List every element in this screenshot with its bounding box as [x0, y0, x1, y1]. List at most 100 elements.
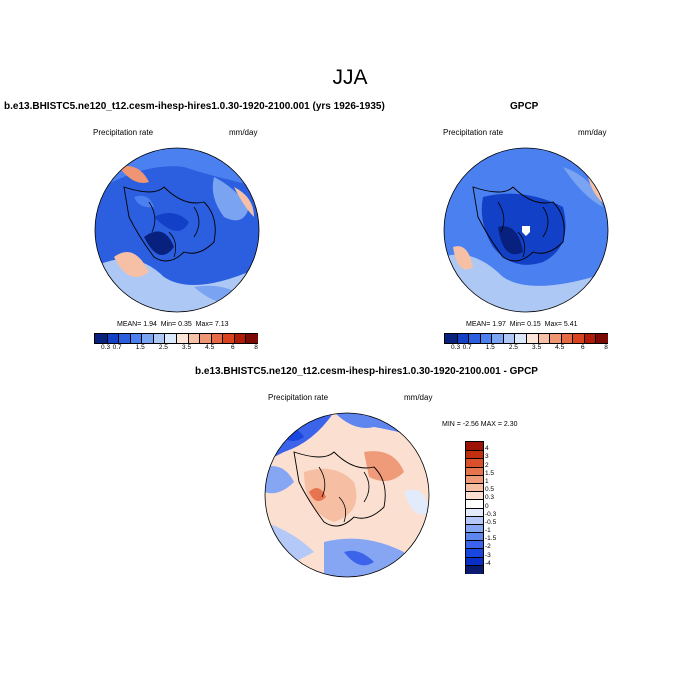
colorbar-swatch [199, 334, 212, 343]
colorbar-tick-label: 2.5 [158, 344, 168, 351]
colorbar-swatch [95, 334, 107, 343]
colorbar-swatch [466, 548, 483, 558]
colorbar-swatch [491, 334, 504, 343]
obs-left-label: Precipitation rate [443, 128, 504, 137]
colorbar-tick-label: 0.7 [462, 344, 472, 351]
colorbar-swatch [466, 442, 483, 451]
colorbar-tick-label: 1.5 [485, 344, 495, 351]
colorbar-swatch [456, 334, 470, 343]
obs-max-value: 5.41 [563, 321, 578, 328]
colorbar-tick-label: 6 [231, 344, 235, 351]
colorbar-tick-label: 0 [485, 502, 489, 510]
colorbar-swatch [468, 334, 481, 343]
diff-colorbar [465, 441, 484, 574]
diff-stats: MIN = -2.56 MAX = 2.30 [442, 421, 518, 428]
colorbar-tick-label: 4 [485, 445, 489, 453]
colorbar-swatch [466, 507, 483, 517]
model-colorbar-labels: 0.3 0.7 1.5 2.5 3.5 4.5 6 8 [94, 344, 258, 354]
colorbar-swatch [466, 499, 483, 509]
obs-mean-value: 1.97 [492, 321, 506, 328]
colorbar-tick-label: -0.3 [485, 510, 497, 518]
colorbar-swatch [466, 474, 483, 484]
colorbar-swatch [141, 334, 154, 343]
colorbar-swatch [233, 334, 247, 343]
obs-polar-map [443, 147, 609, 313]
colorbar-tick-label: 8 [254, 344, 258, 351]
colorbar-tick-label: 2 [485, 461, 489, 469]
colorbar-swatch [210, 334, 224, 343]
model-mean-value: 1.94 [143, 321, 157, 328]
obs-min-label: Min= [509, 321, 526, 328]
colorbar-swatch [595, 334, 608, 343]
obs-panel-title: GPCP [510, 101, 539, 112]
model-min-value: 0.35 [178, 321, 192, 328]
colorbar-tick-label: -2 [485, 543, 491, 551]
diff-colorbar-labels: 4 3 2 1.5 1 0.5 0.3 0 -0.3 -0.5 -1 -1.5 -2 -3 -4 [485, 441, 515, 572]
model-min-label: Min= [160, 321, 177, 328]
colorbar-tick-label: 8 [604, 344, 608, 351]
obs-colorbar-labels: 0.3 0.7 1.5 2.5 3.5 4.5 6 8 [444, 344, 608, 354]
diff-units-label: mm/day [404, 393, 433, 402]
colorbar-swatch [502, 334, 516, 343]
colorbar-swatch [466, 556, 483, 566]
colorbar-tick-label: 3.5 [532, 344, 542, 351]
colorbar-swatch [129, 334, 143, 343]
colorbar-swatch [118, 334, 131, 343]
colorbar-swatch [176, 334, 189, 343]
diff-min-value: -2.56 [462, 421, 479, 428]
colorbar-swatch [526, 334, 539, 343]
colorbar-tick-label: 0.3 [451, 344, 461, 351]
colorbar-swatch [560, 334, 574, 343]
colorbar-tick-label: 2.5 [508, 344, 518, 351]
model-stats: MEAN= 1.94 Min= 0.35 Max= 7.13 [117, 321, 229, 328]
colorbar-swatch [466, 458, 483, 468]
obs-colorbar [444, 333, 608, 344]
colorbar-tick-label: 4.5 [555, 344, 565, 351]
model-polar-map [94, 147, 260, 313]
colorbar-swatch [514, 334, 527, 343]
colorbar-swatch [445, 334, 457, 343]
colorbar-tick-label: -4 [485, 559, 491, 567]
obs-units-label: mm/day [578, 128, 607, 137]
colorbar-swatch [466, 515, 483, 525]
colorbar-tick-label: -3 [485, 551, 491, 559]
obs-mean-label: MEAN= [466, 321, 491, 328]
model-units-label: mm/day [229, 128, 258, 137]
model-left-label: Precipitation rate [93, 128, 154, 137]
colorbar-swatch [466, 466, 483, 476]
obs-stats: MEAN= 1.97 Min= 0.15 Max= 5.41 [466, 321, 578, 328]
diff-max-value: 2.30 [503, 421, 518, 428]
model-max-label: Max= [195, 321, 213, 328]
colorbar-swatch [152, 334, 166, 343]
diff-min-label: MIN = [442, 421, 461, 428]
figure-title: JJA [332, 66, 368, 89]
colorbar-tick-label: 0.3 [485, 494, 495, 502]
colorbar-tick-label: 4.5 [205, 344, 215, 351]
colorbar-swatch [572, 334, 585, 343]
colorbar-swatch [106, 334, 120, 343]
obs-max-label: Max= [544, 321, 562, 328]
model-max-value: 7.13 [214, 321, 229, 328]
colorbar-tick-label: -0.5 [485, 518, 497, 526]
colorbar-swatch [245, 334, 258, 343]
colorbar-swatch [466, 532, 483, 542]
colorbar-tick-label: 0.5 [485, 486, 495, 494]
colorbar-swatch [222, 334, 235, 343]
model-panel-title: b.e13.BHISTC5.ne120_t12.cesm-ihesp-hires… [4, 101, 385, 112]
colorbar-tick-label: 3 [485, 453, 489, 461]
colorbar-swatch [466, 491, 483, 501]
obs-min-value: 0.15 [527, 321, 541, 328]
colorbar-tick-label: 1.5 [135, 344, 145, 351]
colorbar-tick-label: 1.5 [485, 469, 495, 477]
diff-left-label: Precipitation rate [268, 393, 329, 402]
diff-panel-title: b.e13.BHISTC5.ne120_t12.cesm-ihesp-hires… [195, 366, 538, 377]
colorbar-swatch [466, 564, 483, 574]
colorbar-swatch [466, 450, 483, 460]
colorbar-tick-label: 6 [581, 344, 585, 351]
colorbar-swatch [537, 334, 551, 343]
colorbar-swatch [466, 540, 483, 550]
colorbar-swatch [549, 334, 562, 343]
colorbar-swatch [164, 334, 177, 343]
colorbar-tick-label: 0.7 [112, 344, 122, 351]
model-mean-label: MEAN= [117, 321, 142, 328]
